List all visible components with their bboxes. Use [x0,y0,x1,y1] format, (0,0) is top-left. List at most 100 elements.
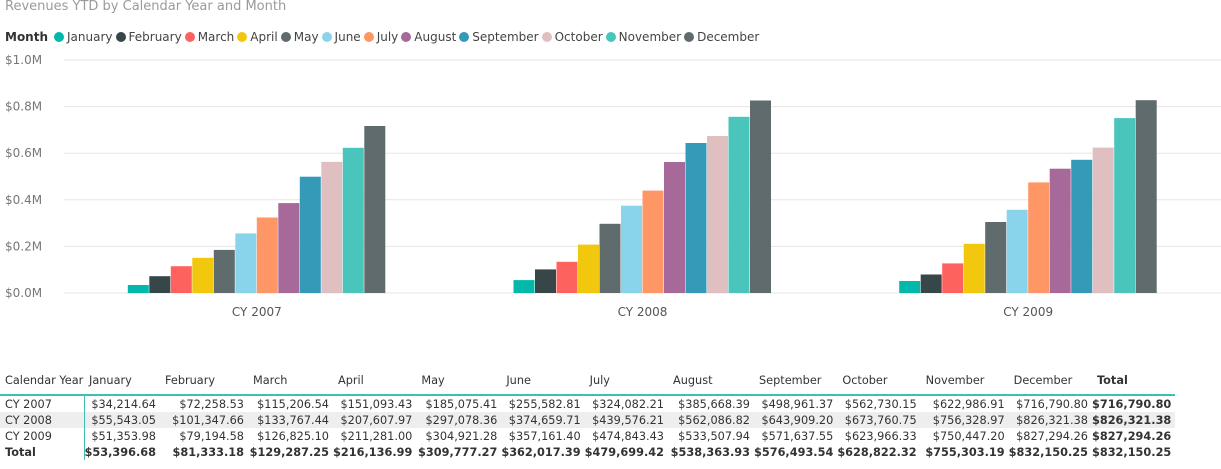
bar-cy-2007-april[interactable] [192,257,214,293]
bar-cy-2008-september[interactable] [685,143,707,293]
table-row: CY 2007 $34,214.64 $72,258.53 $115,206.54 $1… [0,395,1175,412]
bar-cy-2007-october[interactable] [321,161,343,293]
column-header[interactable]: August [667,366,754,396]
legend-item-february[interactable]: February [115,30,182,44]
bar-cy-2007-december[interactable] [364,126,386,293]
table-cell: $832,150.25 [1008,445,1088,459]
y-tick-label: $0.0M [5,286,42,300]
bar-cy-2008-july[interactable] [642,190,664,293]
bar-cy-2008-march[interactable] [556,261,578,293]
legend-item-october[interactable]: October [541,30,603,44]
table-cell: $55,543.05 [84,412,160,428]
bar-cy-2007-august[interactable] [278,203,300,293]
bar-cy-2009-march[interactable] [942,263,964,293]
table-cell: $479,699.42 [584,445,664,459]
table-cell: $255,582.81 [508,397,581,411]
column-header[interactable]: December [1008,366,1092,396]
legend-item-june[interactable]: June [321,30,361,44]
bar-cy-2007-may[interactable] [213,249,235,293]
bar-cy-2009-july[interactable] [1028,182,1050,293]
table-cell: $207,607.97 [333,412,417,428]
legend-item-november[interactable]: November [605,30,682,44]
bar-cy-2008-january[interactable] [513,280,535,293]
column-header[interactable]: July [584,366,668,396]
table-cell: $622,986.91 [932,397,1005,411]
bar-cy-2008-february[interactable] [535,269,556,293]
bar-cy-2009-may[interactable] [985,222,1007,293]
bar-cy-2009-february[interactable] [920,274,942,294]
legend-item-april[interactable]: April [237,30,278,44]
bar-cy-2009-april[interactable] [963,243,985,293]
legend-dot [184,32,195,42]
column-header[interactable]: April [333,366,417,396]
bar-cy-2009-december[interactable] [1135,100,1157,293]
table-cell: $533,507.94 [678,429,750,443]
column-header[interactable]: February [160,366,248,396]
bar-cy-2008-april[interactable] [578,244,599,293]
table-cell: $216,136.99 [333,445,413,459]
bar-cy-2008-november[interactable] [728,116,750,293]
bar-cy-2007-march[interactable] [170,266,192,293]
legend-label: July [376,30,399,44]
table-cell: $673,760.75 [837,412,921,428]
legend-dot [363,32,374,42]
table-cell: $81,333.18 [172,445,244,459]
legend-item-august[interactable]: August [401,30,456,44]
column-header[interactable]: June [501,366,585,396]
legend-dot [321,32,332,42]
table-cell: $72,258.53 [179,397,244,411]
bar-cy-2009-october[interactable] [1092,147,1114,293]
bar-cy-2007-november[interactable] [342,147,364,293]
bar-cy-2008-october[interactable] [707,136,728,293]
bar-cy-2009-august[interactable] [1049,168,1071,293]
column-header[interactable]: May [416,366,502,396]
column-header[interactable]: March [248,366,333,396]
table-cell: $133,767.44 [248,412,333,428]
table-cell: $297,078.36 [416,412,502,428]
bar-cy-2007-january[interactable] [127,285,149,293]
table-cell: $643,909.20 [753,412,838,428]
bar-cy-2009-january[interactable] [899,281,921,293]
column-header[interactable]: January [84,366,160,396]
y-tick-label: $0.8M [5,100,42,114]
table-cell: $151,093.43 [340,397,413,411]
bar-cy-2009-november[interactable] [1114,118,1136,293]
column-header[interactable]: Calendar Year [0,366,84,396]
bar-cy-2009-june[interactable] [1006,209,1028,293]
table-cell: $827,294.26 [1091,429,1172,443]
table-cell: $628,822.32 [837,445,917,459]
bar-cy-2007-june[interactable] [235,233,257,293]
table-cell: $827,294.26 [1016,429,1088,443]
chart-title: Revenues YTD by Calendar Year and Month [5,0,287,14]
column-header[interactable]: November [920,366,1009,396]
bar-cy-2009-september[interactable] [1071,159,1093,293]
table-cell: $826,321.38 [1091,412,1176,428]
legend-label: December [697,30,760,44]
bar-cy-2007-july[interactable] [256,217,278,294]
legend-item-january[interactable]: January [54,30,113,44]
bar-cy-2008-august[interactable] [664,162,685,293]
column-header[interactable]: Total [1091,366,1176,396]
legend-item-march[interactable]: March [184,30,234,44]
table-cell: $34,214.64 [91,397,156,411]
table-cell: $53,396.68 [84,445,156,459]
legend-item-december[interactable]: December [684,30,759,44]
column-header[interactable]: October [837,366,921,396]
legend-item-may[interactable]: May [280,30,319,44]
x-tick-label: CY 2008 [618,305,668,319]
bar-cy-2008-may[interactable] [599,223,621,293]
legend-label: November [618,30,682,44]
legend-label: October [554,30,603,44]
column-header[interactable]: September [753,366,838,396]
bar-cy-2008-june[interactable] [621,205,642,293]
bar-cy-2007-february[interactable] [149,276,171,293]
legend-item-july[interactable]: July [363,30,399,44]
table-cell: $185,075.41 [425,397,498,411]
table-row: CY 2009 $51,353.98 $79,194.58 $126,825.10 $2… [0,428,1175,444]
table-cell: $498,961.37 [761,397,834,411]
legend-item-september[interactable]: September [459,30,539,44]
bar-cy-2007-september[interactable] [299,176,321,293]
legend-label: April [250,30,278,44]
legend-dot [115,32,126,42]
bar-cy-2008-december[interactable] [750,100,771,294]
